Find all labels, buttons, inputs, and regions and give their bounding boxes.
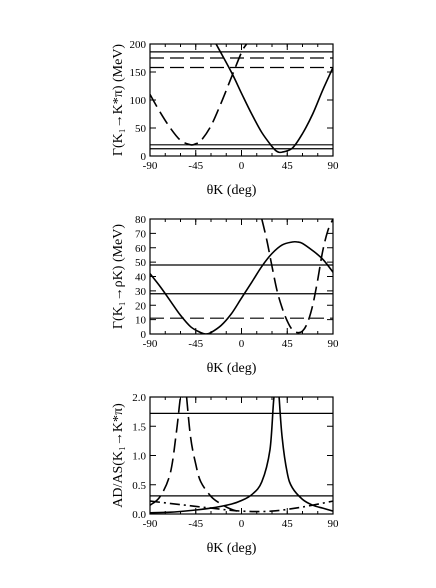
series-line-solid (150, 240, 333, 334)
y-tick-label: 1.0 (132, 451, 146, 463)
y-tick-label: 80 (135, 214, 147, 226)
x-tick-label: -90 (143, 518, 158, 530)
series-line-solid (278, 397, 333, 512)
x-tick-label: 90 (328, 518, 340, 530)
plot-area (150, 219, 333, 334)
y-tick-label: 200 (130, 39, 147, 51)
y-tick-label: 0.0 (132, 509, 146, 521)
y-tick-label: 60 (135, 243, 147, 255)
x-tick-label: 0 (239, 160, 245, 172)
x-tick-label: -45 (188, 518, 203, 530)
y-tick-label: 0.5 (132, 480, 146, 492)
x-tick-label: 0 (239, 338, 245, 350)
panel-k1-kstar-pi-width: -90 -45 0 45 90 0 50 100 150 200 θK (deg) Γ(K₁→K*π)… (111, 39, 339, 198)
y-tick-label: 0 (141, 151, 147, 163)
x-tick-label: 90 (328, 160, 340, 172)
x-tick-label: 45 (282, 160, 294, 172)
series-line-dashed (261, 219, 333, 334)
x-tick-label: -45 (188, 160, 203, 172)
x-axis-label: θK (deg) (207, 183, 257, 198)
panel-amplitude-ratio: -90 -45 0 45 90 0.0 0.5 1.0 1.5 2.0 θK (deg) AD/AS(… (111, 392, 339, 556)
y-tick-label: 10 (135, 315, 147, 327)
series-line-dashed (185, 397, 242, 513)
x-tick-label: 90 (328, 338, 340, 350)
y-tick-label: 50 (135, 123, 147, 135)
y-tick-label: 30 (135, 286, 147, 298)
y-tick-label: 1.5 (132, 421, 146, 433)
x-axis-label: θK (deg) (207, 541, 257, 556)
plot-area (150, 44, 333, 154)
y-tick-label: 150 (130, 67, 147, 79)
x-tick-label: -90 (143, 160, 158, 172)
y-tick-label: 100 (130, 95, 147, 107)
series-line-solid (215, 44, 333, 154)
plot-frame (149, 218, 334, 335)
y-tick-label: 50 (135, 257, 147, 269)
y-axis-label: Γ(K₁→K*π) (MeV) (111, 44, 126, 157)
y-tick-label: 2.0 (132, 392, 146, 404)
x-tick-label: 45 (282, 518, 294, 530)
y-axis-label: Γ(K₁→ρK) (MeV) (111, 224, 126, 329)
x-tick-label: 45 (282, 338, 294, 350)
plot-frame (149, 43, 334, 157)
y-tick-label: 0 (141, 329, 147, 341)
y-axis-label: AD/AS(K₁→K*π) (111, 403, 126, 508)
series-line-dashed (150, 44, 248, 146)
plot-area (150, 397, 333, 514)
x-tick-label: -45 (188, 338, 203, 350)
panel-k1-rho-k-width: -90 -45 0 45 90 0 10 20 30 40 50 60 70 80 θK (deg) Γ(K₁… (111, 214, 339, 376)
y-tick-label: 70 (135, 228, 147, 240)
x-tick-label: 0 (239, 518, 245, 530)
x-tick-label: -90 (143, 338, 158, 350)
y-tick-label: 20 (135, 300, 147, 312)
y-tick-label: 40 (135, 272, 147, 284)
x-axis-label: θK (deg) (207, 361, 257, 376)
series-line-solid (150, 397, 278, 514)
series-line-dashed (150, 397, 184, 506)
